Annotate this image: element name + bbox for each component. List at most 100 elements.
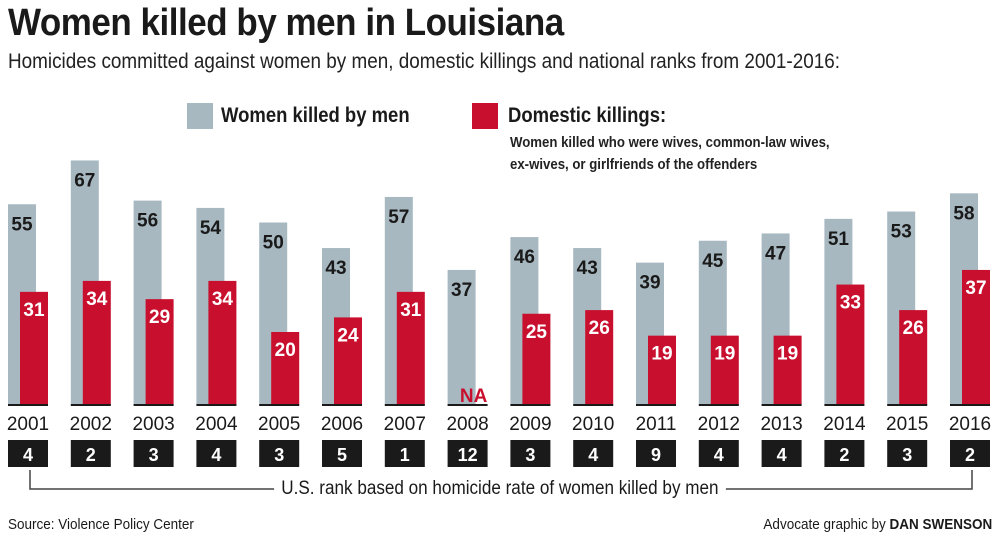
value-label-domestic: 26 — [903, 318, 924, 339]
value-label-women-killed: 43 — [325, 258, 346, 279]
bar-domestic — [82, 280, 111, 405]
rank-label: 4 — [211, 445, 221, 465]
legend-note-line-2: ex-wives, or girlfriends of the offender… — [510, 156, 758, 173]
bar-women-killed — [447, 269, 476, 405]
x-tick-label: 2016 — [949, 414, 991, 435]
bar-domestic — [836, 284, 865, 405]
value-label-domestic: 34 — [86, 289, 108, 310]
legend-domestic-note: Women killed who were wives, common-law … — [510, 132, 830, 176]
value-label-domestic: 25 — [526, 322, 548, 343]
rank-label: 2 — [965, 445, 975, 465]
value-label-women-killed: 46 — [514, 247, 535, 268]
rank-box — [196, 440, 237, 467]
rank-label: 2 — [86, 445, 96, 465]
rank-box — [887, 440, 928, 467]
bar-domestic — [648, 335, 676, 405]
rank-box — [824, 440, 865, 467]
rank-box — [761, 440, 802, 467]
rank-box — [636, 440, 676, 467]
rank-box — [133, 440, 174, 467]
value-label-women-killed: 58 — [953, 203, 974, 224]
rank-box — [698, 440, 739, 467]
credit-prefix: Advocate graphic by — [763, 516, 890, 533]
rank-box — [950, 440, 990, 467]
rank-label: 12 — [458, 445, 478, 465]
value-label-women-killed: 54 — [200, 218, 222, 239]
bar-domestic — [208, 280, 237, 405]
rank-note: U.S. rank based on homicide rate of wome… — [0, 478, 1000, 500]
x-tick-label: 2003 — [132, 414, 174, 435]
credit: Advocate graphic by DAN SWENSON — [763, 516, 992, 533]
rank-box — [322, 440, 362, 467]
bar-domestic — [334, 317, 362, 405]
rank-label: 2 — [839, 445, 849, 465]
legend-swatch-domestic — [472, 103, 498, 129]
bar-domestic — [773, 335, 802, 405]
value-label-women-killed: 67 — [74, 170, 95, 191]
value-label-women-killed: 56 — [137, 211, 158, 232]
chart-title: Women killed by men in Louisiana — [8, 2, 564, 44]
value-label-women-killed: 51 — [828, 229, 850, 250]
value-label-women-killed: 39 — [639, 273, 660, 294]
rank-box — [8, 440, 48, 467]
legend-note-line-1: Women killed who were wives, common-law … — [510, 134, 830, 151]
rank-label: 4 — [777, 445, 787, 465]
rank-label: 3 — [525, 445, 535, 465]
rank-label: 4 — [714, 445, 724, 465]
value-label-domestic: 20 — [275, 340, 296, 361]
legend-label-domestic: Domestic killings: — [508, 104, 667, 127]
value-label-domestic-missing: NA — [460, 386, 488, 407]
value-label-women-killed: 57 — [388, 207, 409, 228]
rank-label: 4 — [23, 445, 33, 465]
rank-label: 5 — [337, 445, 347, 465]
x-tick-label: 2015 — [886, 414, 928, 435]
value-label-women-killed: 37 — [451, 280, 472, 301]
x-tick-label: 2001 — [7, 414, 49, 435]
x-tick-label: 2012 — [698, 414, 740, 435]
credit-name: DAN SWENSON — [889, 516, 992, 533]
x-tick-label: 2006 — [321, 414, 363, 435]
rank-box — [510, 440, 551, 467]
x-tick-label: 2008 — [446, 414, 488, 435]
rank-box — [573, 440, 614, 467]
value-label-domestic: 33 — [840, 293, 861, 314]
rank-box — [384, 440, 425, 467]
x-tick-label: 2004 — [195, 414, 238, 435]
x-tick-label: 2013 — [760, 414, 802, 435]
value-label-domestic: 31 — [400, 300, 422, 321]
bar-domestic — [271, 332, 300, 405]
chart-subtitle: Homicides committed against women by men… — [8, 50, 841, 73]
x-tick-label: 2014 — [823, 414, 866, 435]
rank-label: 3 — [902, 445, 912, 465]
x-tick-label: 2010 — [572, 414, 614, 435]
value-label-women-killed: 55 — [11, 214, 33, 235]
legend-label-women-killed: Women killed by men — [221, 104, 410, 127]
value-label-women-killed: 45 — [702, 251, 724, 272]
value-label-domestic: 24 — [337, 325, 359, 346]
bar-domestic — [396, 291, 425, 405]
value-label-domestic: 19 — [714, 344, 735, 365]
rank-label: 3 — [149, 445, 159, 465]
legend-swatch-women-killed — [187, 103, 213, 129]
bar-domestic — [522, 313, 551, 405]
value-label-domestic: 31 — [23, 300, 45, 321]
x-tick-label: 2002 — [70, 414, 112, 435]
x-tick-label: 2005 — [258, 414, 300, 435]
bar-domestic — [899, 310, 928, 405]
value-label-domestic: 29 — [149, 307, 170, 328]
value-label-women-killed: 47 — [765, 243, 786, 264]
bar-domestic — [710, 335, 739, 405]
x-tick-label: 2007 — [384, 414, 426, 435]
rank-label: 3 — [274, 445, 284, 465]
bar-domestic — [585, 310, 614, 405]
value-label-domestic: 19 — [651, 344, 672, 365]
value-label-domestic: 26 — [589, 318, 610, 339]
value-label-domestic: 19 — [777, 344, 798, 365]
rank-box — [447, 440, 488, 467]
rank-box — [70, 440, 111, 467]
rank-box — [259, 440, 300, 467]
x-tick-label: 2011 — [636, 414, 677, 435]
value-label-domestic: 37 — [965, 278, 986, 299]
